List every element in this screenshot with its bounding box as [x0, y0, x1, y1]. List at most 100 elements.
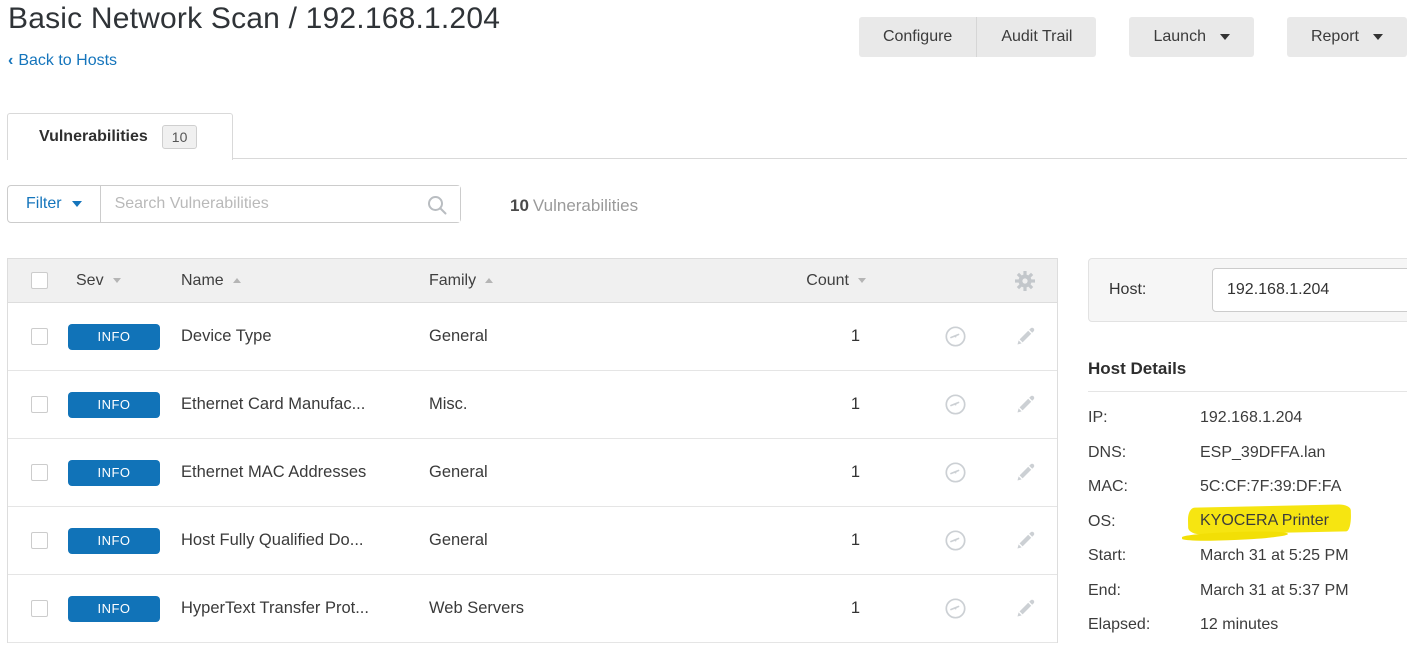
column-header-family[interactable]: Family	[429, 272, 708, 290]
results-summary: 10 Vulnerabilities	[510, 196, 639, 215]
search-icon[interactable]	[426, 194, 448, 216]
tab-bar: Vulnerabilities 10	[7, 113, 1407, 160]
column-header-name[interactable]: Name	[181, 272, 429, 290]
vulnerabilities-table: Sev Name Family Count	[7, 258, 1058, 643]
host-detail-row: Elapsed: 12 minutes	[1088, 608, 1407, 643]
host-detail-row: IP: 192.168.1.204	[1088, 401, 1407, 436]
sort-down-icon	[858, 278, 866, 283]
host-detail-value: ESP_39DFFA.lan	[1200, 443, 1326, 461]
host-detail-value: March 31 at 5:37 PM	[1200, 581, 1349, 599]
host-detail-value: 5C:CF:7F:39:DF:FA	[1200, 478, 1342, 496]
clock-icon[interactable]	[944, 393, 967, 416]
table-row[interactable]: INFO HyperText Transfer Prot... Web Serv…	[8, 575, 1057, 643]
select-all-checkbox[interactable]	[31, 272, 48, 289]
pencil-icon[interactable]	[1015, 599, 1035, 619]
host-details-title: Host Details	[1088, 359, 1187, 378]
table-row[interactable]: INFO Host Fully Qualified Do... General …	[8, 507, 1057, 575]
report-button[interactable]: Report	[1286, 17, 1407, 57]
host-detail-label: IP:	[1088, 409, 1108, 427]
vulnerability-family: General	[429, 531, 488, 549]
back-to-hosts-link[interactable]: ‹ Back to Hosts	[8, 52, 118, 69]
tab-label: Vulnerabilities	[39, 128, 148, 145]
chevron-down-icon	[1373, 34, 1383, 40]
row-checkbox[interactable]	[31, 328, 48, 345]
host-detail-value: KYOCERA Printer	[1196, 511, 1335, 532]
table-row[interactable]: INFO Ethernet Card Manufac... Misc. 1	[8, 371, 1057, 439]
chevron-left-icon: ‹	[8, 52, 14, 69]
host-detail-label: End:	[1088, 581, 1121, 599]
host-detail-value: March 31 at 5:25 PM	[1200, 547, 1349, 565]
host-detail-row: OS: KYOCERA Printer	[1088, 505, 1407, 540]
host-detail-label: MAC:	[1088, 478, 1128, 496]
column-header-sev[interactable]: Sev	[61, 272, 181, 290]
page-title: Basic Network Scan / 192.168.1.204	[8, 2, 501, 35]
table-header-row: Sev Name Family Count	[8, 259, 1057, 303]
host-detail-label: Elapsed:	[1088, 616, 1151, 634]
host-detail-value: 192.168.1.204	[1200, 409, 1303, 427]
host-input[interactable]	[1212, 268, 1407, 312]
host-detail-label: DNS:	[1088, 443, 1127, 461]
severity-badge: INFO	[68, 527, 160, 554]
column-header-count[interactable]: Count	[708, 272, 868, 290]
host-selector: Host:	[1088, 258, 1407, 322]
host-label: Host:	[1109, 281, 1147, 298]
row-checkbox[interactable]	[31, 600, 48, 617]
pencil-icon[interactable]	[1015, 327, 1035, 347]
sort-up-icon	[232, 278, 241, 283]
clock-icon[interactable]	[944, 461, 967, 484]
host-detail-label: OS:	[1088, 512, 1116, 530]
vulnerabilities-count-badge: 10	[161, 125, 198, 149]
vulnerability-count: 1	[850, 463, 860, 481]
divider	[1088, 391, 1407, 392]
pencil-icon[interactable]	[1015, 395, 1035, 415]
host-detail-row: MAC: 5C:CF:7F:39:DF:FA	[1088, 470, 1407, 505]
row-checkbox[interactable]	[31, 532, 48, 549]
tab-vulnerabilities[interactable]: Vulnerabilities 10	[7, 113, 233, 160]
gear-icon[interactable]	[1013, 269, 1037, 293]
filter-dropdown[interactable]: Filter	[8, 186, 101, 222]
table-row[interactable]: INFO Device Type General 1	[8, 303, 1057, 371]
table-row[interactable]: INFO Ethernet MAC Addresses General 1	[8, 439, 1057, 507]
launch-button[interactable]: Launch	[1129, 17, 1254, 57]
search-input[interactable]	[100, 186, 460, 222]
vulnerability-family: Misc.	[429, 395, 468, 413]
configure-audit-group: Configure Audit Trail	[858, 17, 1097, 57]
table-body: INFO Device Type General 1	[8, 303, 1057, 643]
sort-up-icon	[485, 278, 494, 283]
vulnerability-count: 1	[850, 599, 860, 617]
severity-badge: INFO	[68, 459, 160, 486]
row-checkbox[interactable]	[31, 464, 48, 481]
vulnerability-name[interactable]: HyperText Transfer Prot...	[181, 599, 369, 617]
clock-icon[interactable]	[944, 325, 967, 348]
severity-badge: INFO	[68, 323, 160, 350]
vulnerability-count: 1	[850, 327, 860, 345]
host-details-list: IP: 192.168.1.204 DNS: ESP_39DFFA.lan MA…	[1088, 401, 1407, 643]
chevron-down-icon	[71, 201, 82, 207]
vulnerability-count: 1	[850, 531, 860, 549]
filter-search-control: Filter	[7, 185, 461, 223]
clock-icon[interactable]	[944, 597, 967, 620]
vulnerability-name[interactable]: Device Type	[181, 327, 272, 345]
row-checkbox[interactable]	[31, 396, 48, 413]
vulnerability-name[interactable]: Ethernet MAC Addresses	[181, 463, 367, 481]
chevron-down-icon	[1219, 34, 1230, 40]
host-detail-label: Start:	[1088, 547, 1127, 565]
vulnerability-name[interactable]: Ethernet Card Manufac...	[181, 395, 366, 413]
pencil-icon[interactable]	[1015, 531, 1035, 551]
sort-down-icon	[112, 278, 121, 283]
clock-icon[interactable]	[944, 529, 967, 552]
vulnerability-family: Web Servers	[429, 599, 525, 617]
audit-trail-button[interactable]: Audit Trail	[977, 17, 1097, 57]
host-detail-row: End: March 31 at 5:37 PM	[1088, 574, 1407, 609]
vulnerability-count: 1	[850, 395, 860, 413]
severity-badge: INFO	[68, 391, 160, 418]
action-toolbar: Configure Audit Trail Launch Report	[858, 17, 1407, 57]
host-side-panel: Host: Host Details IP: 192.168.1.204 DNS…	[1088, 258, 1407, 643]
configure-button[interactable]: Configure	[858, 17, 978, 57]
vulnerability-name[interactable]: Host Fully Qualified Do...	[181, 531, 364, 549]
host-detail-row: DNS: ESP_39DFFA.lan	[1088, 436, 1407, 471]
pencil-icon[interactable]	[1015, 463, 1035, 483]
severity-badge: INFO	[68, 595, 160, 622]
host-detail-value: 12 minutes	[1200, 616, 1279, 634]
host-detail-row: Start: March 31 at 5:25 PM	[1088, 539, 1407, 574]
